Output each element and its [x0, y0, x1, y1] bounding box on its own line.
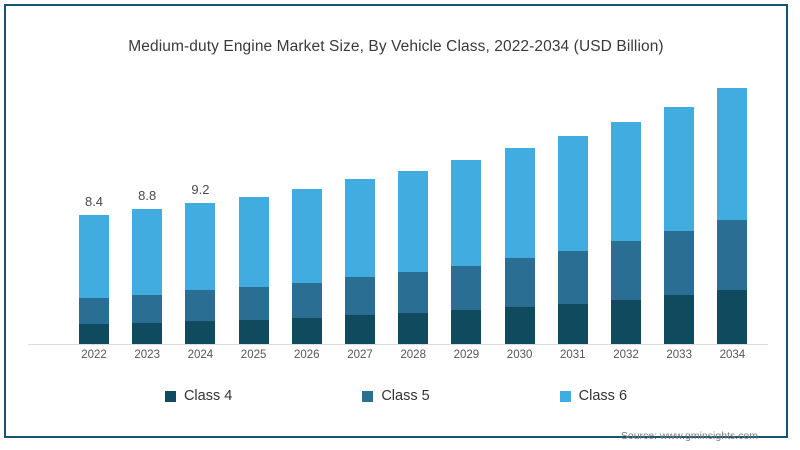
bar-segment	[132, 209, 163, 295]
x-axis-tick-label: 2024	[187, 349, 214, 361]
x-axis-line	[28, 344, 768, 345]
legend-item[interactable]: Class 5	[362, 388, 430, 404]
bar-stack: 8.4	[79, 194, 109, 344]
bar-segment	[398, 170, 429, 273]
bar-value-label: 8.4	[84, 194, 104, 210]
bar-segment	[717, 219, 748, 291]
bar-segment	[504, 307, 535, 344]
bar-segment	[291, 317, 322, 344]
bar-segment	[398, 272, 429, 314]
bar-stack	[398, 170, 429, 344]
x-axis-tick-label: 2032	[613, 349, 639, 361]
bar-segment	[451, 265, 482, 311]
chart-frame: Medium-duty Engine Market Size, By Vehic…	[4, 4, 788, 442]
bar-segment	[238, 319, 269, 344]
x-axis-tick-label: 2023	[134, 349, 160, 361]
bar-segment	[717, 88, 748, 220]
legend-item[interactable]: Class 6	[559, 388, 628, 404]
bar-stack	[717, 88, 748, 344]
source-attribution: Source: www.gminsights.com	[620, 430, 758, 442]
legend-swatch-icon	[362, 390, 374, 402]
bar-stack: 9.2	[185, 182, 216, 344]
x-axis-tick-label: 2022	[81, 349, 107, 361]
x-axis-tick-label: 2029	[453, 349, 480, 361]
x-axis-labels: 2022 2023 2024 2025 2026 2027 2028 2029 2030 2031…	[36, 349, 776, 369]
bar-segment	[291, 189, 322, 283]
x-axis-tick-label: 2033	[666, 349, 692, 361]
bar-stack	[291, 189, 322, 344]
legend-item-label: Class 5	[381, 388, 430, 404]
x-axis-tick-label: 2031	[560, 349, 586, 361]
bar-stack: 8.8	[132, 188, 163, 344]
legend-item[interactable]: Class 4	[164, 388, 233, 404]
bar-segment	[345, 276, 375, 315]
bar-stack	[504, 148, 535, 344]
bar-segment	[557, 250, 588, 305]
bar-segment	[345, 178, 375, 277]
x-axis-tick-label: 2025	[240, 349, 267, 361]
bar-stack	[238, 197, 269, 344]
bar-segment	[345, 314, 375, 344]
bar-segment	[557, 304, 588, 344]
bar-segment	[132, 322, 163, 344]
bar-segment	[611, 121, 641, 242]
bar-segment	[79, 324, 109, 344]
bar-segment	[611, 241, 641, 300]
legend-swatch-icon	[164, 390, 176, 402]
chart-legend: Class 4 Class 5 Class 6	[6, 388, 786, 404]
bar-segment	[664, 230, 695, 295]
bar-segment	[185, 203, 216, 291]
bar-stack	[611, 121, 641, 344]
bar-segment	[398, 313, 429, 344]
bar-segment	[451, 160, 482, 266]
bar-value-label: 9.2	[191, 182, 210, 198]
bar-segment	[717, 290, 748, 344]
bar-segment	[185, 290, 216, 322]
x-axis-tick-label: 2026	[294, 349, 320, 361]
bar-segment	[557, 135, 588, 251]
bar-segment	[504, 148, 535, 259]
plot-area: 8.4 8.8 9.2	[36, 76, 776, 344]
bar-segment	[79, 215, 109, 299]
x-axis-tick-label: 2027	[347, 349, 373, 361]
bar-segment	[238, 287, 269, 320]
bar-segment	[611, 299, 641, 344]
x-axis-tick-label: 2028	[400, 349, 426, 361]
bar-segment	[132, 295, 163, 323]
bar-stack	[557, 135, 588, 344]
bar-segment	[664, 295, 695, 344]
legend-item-label: Class 6	[578, 388, 628, 404]
bar-segment	[238, 197, 269, 288]
bar-segment	[79, 298, 109, 325]
x-axis-tick-label: 2034	[719, 349, 746, 361]
chart-title: Medium-duty Engine Market Size, By Vehic…	[128, 38, 664, 55]
legend-swatch-icon	[559, 390, 571, 402]
bar-segment	[451, 310, 482, 344]
bar-segment	[664, 106, 695, 231]
bar-stack	[345, 178, 375, 344]
bar-value-label: 8.8	[138, 188, 157, 204]
bar-segment	[504, 258, 535, 308]
bar-stack	[451, 160, 482, 344]
bar-stack	[664, 106, 695, 344]
legend-item-label: Class 4	[183, 388, 233, 404]
x-axis-tick-label: 2030	[506, 349, 533, 361]
bar-segment	[291, 282, 322, 318]
bar-segment	[185, 321, 216, 344]
